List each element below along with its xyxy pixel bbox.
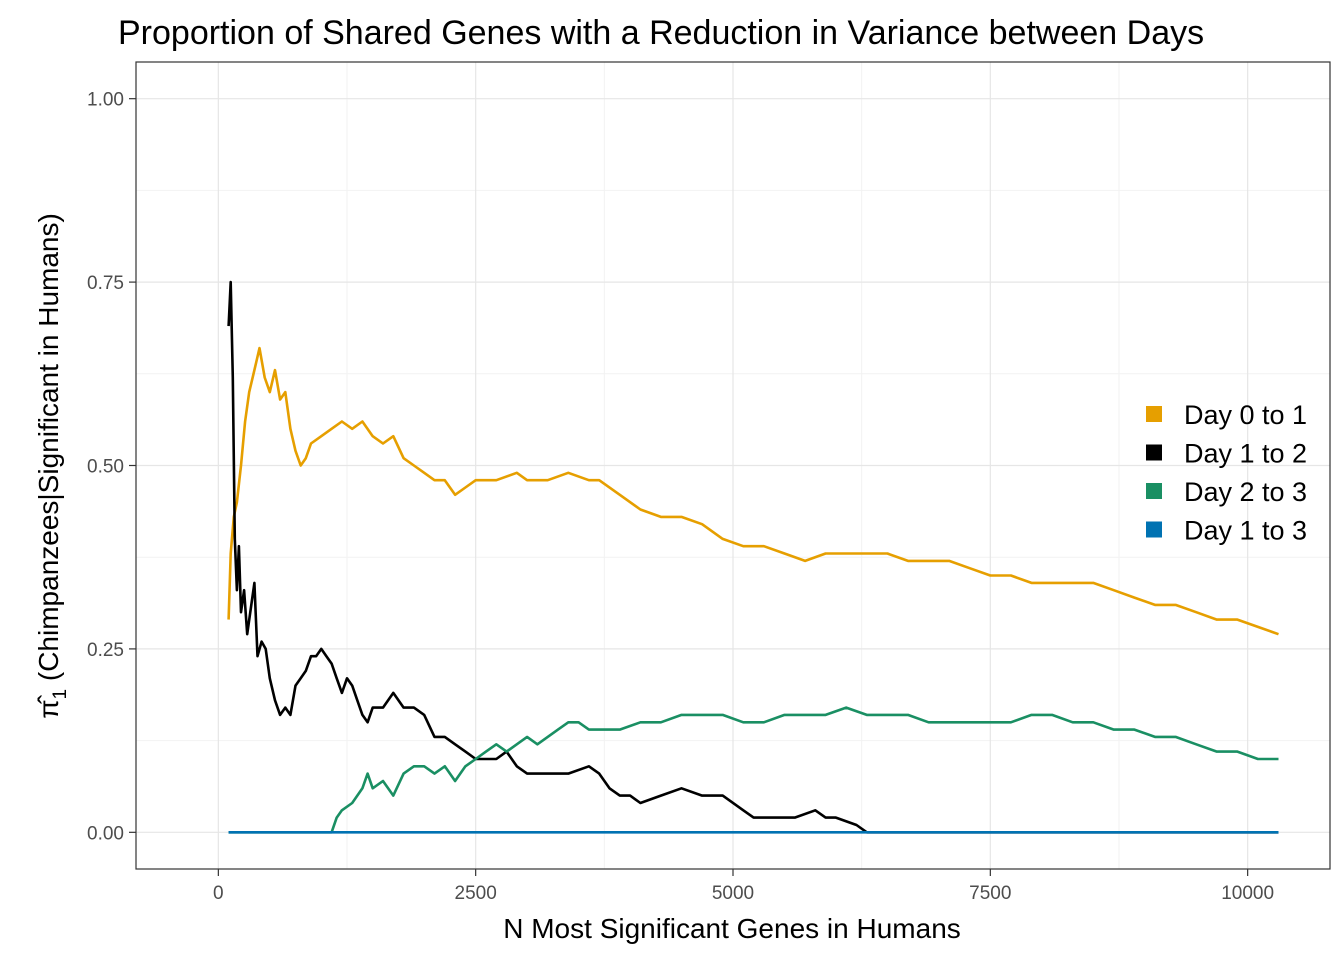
svg-text:π̂1 (Chimpanzees|Significant i: π̂1 (Chimpanzees|Significant in Humans) [33, 213, 71, 719]
y-tick-label: 0.00 [87, 823, 124, 844]
x-tick-label: 10000 [1221, 883, 1274, 904]
legend-label-day-2-to-3: Day 2 to 3 [1184, 477, 1307, 507]
y-tick-label: 0.25 [87, 640, 124, 661]
x-tick-label: 5000 [712, 883, 754, 904]
legend-label-day-1-to-2: Day 1 to 2 [1184, 439, 1307, 469]
x-tick-label: 0 [213, 883, 224, 904]
legend-label-day-1-to-3: Day 1 to 3 [1184, 516, 1307, 546]
legend-key-day-1-to-3 [1146, 521, 1162, 538]
y-axis-title: π̂1 (Chimpanzees|Significant in Humans) [33, 213, 71, 719]
series-line-day-1-to-2 [227, 280, 1279, 834]
axes: 0 2500 5000 7500 10000 0.00 0.25 0.50 0.75 1.00 [87, 90, 1274, 904]
series-lines [227, 280, 1279, 834]
legend-key-day-0-to-1 [1146, 406, 1162, 422]
legend-key-day-1-to-2 [1146, 444, 1162, 461]
y-axis-title-subscript: 1 [50, 689, 71, 700]
legend: Day 0 to 1 Day 1 to 2 Day 2 to 3 Day 1 to 3 [1146, 400, 1307, 546]
chart-title: Proportion of Shared Genes with a Reduct… [118, 14, 1204, 52]
x-tick-label: 7500 [969, 883, 1011, 904]
x-axis-title: N Most Significant Genes in Humans [503, 913, 961, 944]
y-tick-label: 0.50 [87, 457, 124, 478]
series-line-day-2-to-3 [228, 706, 1279, 834]
x-tick-label: 2500 [455, 883, 497, 904]
legend-key-day-2-to-3 [1146, 483, 1162, 499]
y-tick-label: 0.75 [87, 273, 124, 294]
legend-label-day-0-to-1: Day 0 to 1 [1184, 400, 1307, 430]
y-tick-label: 1.00 [87, 90, 124, 111]
y-axis-title-text: (Chimpanzees|Significant in Humans) [33, 213, 64, 681]
series-line-day-0-to-1 [227, 346, 1279, 636]
